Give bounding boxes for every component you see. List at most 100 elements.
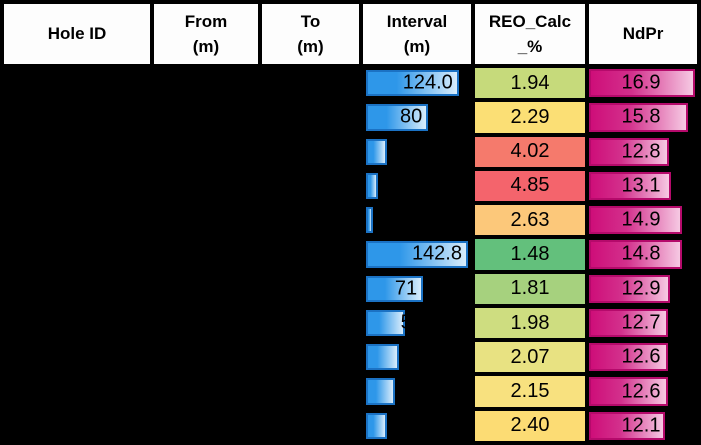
header-cell-interval: Interval (m)	[361, 2, 473, 66]
header-label: Hole ID	[47, 24, 107, 44]
interval-cell: 124.0	[361, 66, 473, 100]
reo-calc-value: 1.48	[510, 242, 550, 265]
ndpr-cell: 14.8	[587, 237, 699, 271]
reo-calc-value: 2.15	[510, 380, 550, 403]
interval-data-bar: 124.0	[366, 70, 459, 97]
interval-data-bar	[366, 172, 379, 200]
to-cell	[260, 340, 361, 374]
reo-calc-value: 4.02	[510, 140, 550, 163]
to-cell	[260, 100, 361, 134]
interval-cell	[361, 374, 473, 408]
reo-calc-value: 2.07	[510, 345, 550, 368]
hole-id-cell	[2, 203, 152, 237]
ndpr-cell: 12.1	[587, 409, 699, 443]
interval-data-bar: 5	[366, 309, 412, 337]
from-cell	[152, 100, 260, 134]
to-cell	[260, 272, 361, 306]
reo-calc-cell: 2.40	[473, 408, 587, 443]
interval-data-bar	[366, 138, 388, 165]
ndpr-value: 12.6	[621, 345, 661, 368]
interval-cell: 5	[361, 306, 473, 340]
from-cell	[152, 306, 260, 340]
hole-id-cell	[2, 340, 152, 374]
ndpr-value: 12.8	[621, 140, 661, 163]
hole-id-cell	[2, 169, 152, 203]
from-cell	[152, 237, 260, 271]
header-cell-hole-id: Hole ID	[2, 2, 152, 66]
to-cell	[260, 374, 361, 408]
interval-cell: 71	[361, 272, 473, 306]
interval-data-bar: 80	[366, 104, 429, 131]
interval-data-bar	[366, 344, 399, 371]
ndpr-cell: 12.7	[587, 306, 699, 340]
header-label: Interval	[386, 11, 448, 31]
hole-id-cell	[2, 66, 152, 100]
hole-id-cell	[2, 237, 152, 271]
ndpr-data-bar	[589, 411, 665, 440]
hole-id-cell	[2, 409, 152, 443]
hole-id-cell	[2, 374, 152, 408]
reo-calc-cell: 4.85	[473, 168, 587, 204]
interval-cell: 142.8	[361, 237, 473, 271]
reo-calc-value: 2.40	[510, 414, 550, 437]
interval-data-bar: 71	[366, 275, 424, 302]
ndpr-cell: 16.9	[587, 66, 699, 100]
from-cell	[152, 66, 260, 100]
interval-cell	[361, 340, 473, 374]
reo-calc-cell: 2.15	[473, 374, 587, 409]
ndpr-data-bar	[589, 103, 688, 132]
reo-calc-value: 1.81	[510, 277, 550, 300]
interval-cell: 80	[361, 100, 473, 134]
hole-id-cell	[2, 135, 152, 169]
reo-calc-value: 1.94	[510, 71, 550, 94]
header-label: From	[184, 11, 228, 31]
ndpr-value: 13.1	[621, 174, 661, 197]
header-sublabel: (m)	[403, 37, 431, 56]
to-cell	[260, 135, 361, 169]
to-cell	[260, 409, 361, 443]
reo-calc-cell: 4.02	[473, 134, 587, 169]
from-cell	[152, 340, 260, 374]
to-cell	[260, 306, 361, 340]
ndpr-value: 12.9	[621, 277, 661, 300]
hole-id-cell	[2, 100, 152, 134]
ndpr-value: 14.8	[621, 242, 661, 265]
header-label: NdPr	[622, 24, 664, 44]
reo-calc-cell: 1.81	[473, 271, 587, 306]
ndpr-cell: 12.6	[587, 340, 699, 374]
reo-calc-cell: 2.29	[473, 100, 587, 135]
hole-id-cell	[2, 272, 152, 306]
from-cell	[152, 203, 260, 237]
header-cell-to: To (m)	[260, 2, 361, 66]
interval-cell	[361, 409, 473, 443]
interval-value: 142.8	[411, 242, 462, 265]
from-cell	[152, 374, 260, 408]
reo-calc-cell: 1.48	[473, 237, 587, 272]
interval-cell	[361, 135, 473, 169]
ndpr-value: 12.1	[621, 414, 661, 437]
interval-data-bar: 142.8	[366, 241, 468, 268]
interval-data-bar	[366, 207, 374, 234]
interval-value: 124.0	[402, 71, 453, 94]
interval-value: 80	[399, 105, 423, 128]
ndpr-data-bar	[589, 137, 670, 166]
interval-data-bar	[366, 378, 395, 405]
reo-calc-value: 2.29	[510, 105, 550, 128]
interval-data-bar	[366, 412, 388, 439]
ndpr-value: 14.9	[621, 208, 661, 231]
reo-calc-value: 2.63	[510, 208, 550, 231]
hole-id-cell	[2, 306, 152, 340]
interval-cell	[361, 169, 473, 203]
to-cell	[260, 203, 361, 237]
header-sublabel: _%	[517, 37, 543, 56]
interval-value: 5	[400, 311, 412, 334]
ndpr-data-bar	[589, 308, 669, 338]
from-cell	[152, 169, 260, 203]
ndpr-cell: 12.8	[587, 135, 699, 169]
reo-calc-cell: 1.98	[473, 305, 587, 341]
from-cell	[152, 272, 260, 306]
ndpr-data-bar	[589, 343, 668, 372]
ndpr-cell: 15.8	[587, 100, 699, 134]
ndpr-value: 12.7	[621, 311, 661, 334]
reo-calc-value: 1.98	[510, 311, 550, 334]
